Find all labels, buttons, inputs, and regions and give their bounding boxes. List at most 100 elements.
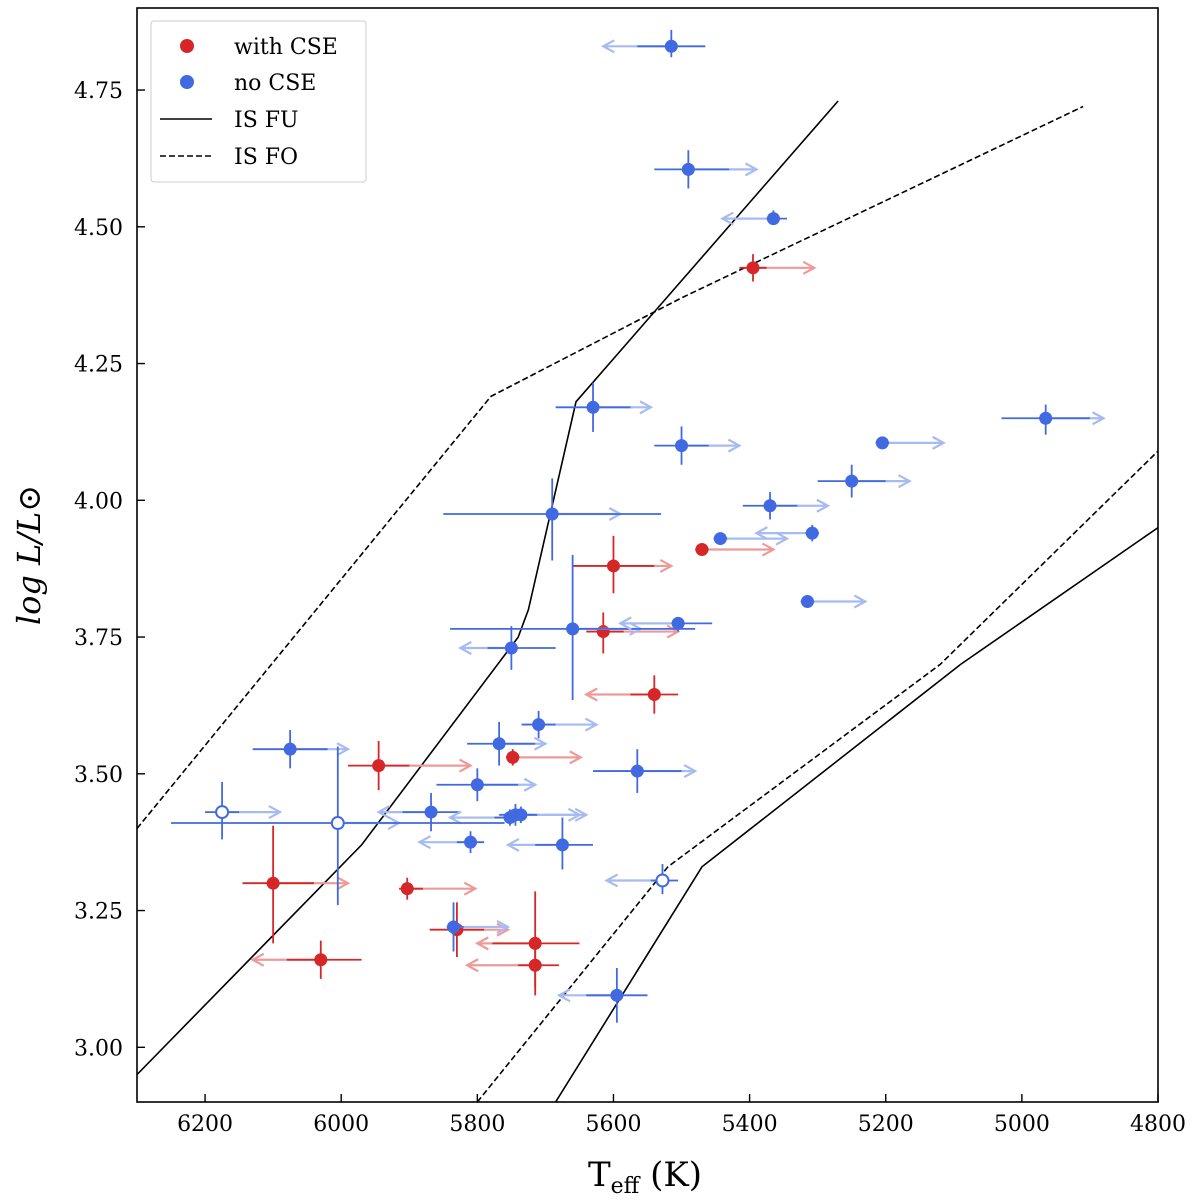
marker-filled	[681, 162, 695, 176]
with_cse-point-2	[572, 535, 674, 594]
arrow-head	[463, 881, 478, 896]
legend-entry-1: no CSE	[180, 71, 316, 96]
x-axis-title-main: T	[588, 1155, 611, 1195]
arrow-head	[574, 807, 589, 822]
legend: with CSE no CSE IS FU IS FO	[150, 20, 367, 183]
is-line-dashed-2	[137, 105, 1084, 830]
arrow-head	[584, 717, 599, 732]
marker-filled	[664, 39, 678, 53]
x-axis-title: Teff (K)	[588, 1155, 702, 1199]
arrow-head	[1092, 411, 1106, 426]
with_cse-point-8	[399, 877, 478, 900]
is-line-solid-1	[554, 526, 1158, 1102]
arrow-head	[816, 498, 831, 513]
no_cse-point-6	[1001, 404, 1106, 435]
no_cse-point-19	[593, 749, 698, 793]
no_cse-point-21	[376, 792, 461, 832]
marker-filled	[675, 439, 689, 453]
legend-marker	[180, 39, 194, 53]
marker-filled	[647, 687, 661, 701]
no_cse-point-2	[720, 210, 788, 226]
arrow-head	[853, 594, 868, 609]
no_cse-point-15	[458, 626, 556, 670]
legend-label: with CSE	[234, 35, 338, 60]
marker-filled	[532, 718, 546, 732]
marker-filled	[875, 436, 889, 450]
instability-strip-lines	[137, 100, 1158, 1102]
no_cse-point-11	[754, 524, 820, 542]
no_cse-point-27	[446, 902, 511, 952]
with_cse-point-3	[586, 612, 681, 654]
marker-filled	[506, 750, 520, 764]
data-points	[171, 29, 1106, 1023]
legend-entry-3: IS FO	[160, 145, 298, 170]
marker-open	[330, 816, 345, 831]
no_cse-point-4	[654, 426, 742, 465]
no_cse-point-25	[417, 831, 485, 854]
arrow-head	[720, 211, 734, 226]
marker-filled	[566, 622, 580, 636]
with_cse-point-0	[739, 254, 817, 282]
arrow-head	[761, 542, 776, 557]
x-tick-label-5400: 5400	[722, 1112, 778, 1137]
no_cse-point-9	[443, 478, 662, 561]
marker-filled	[586, 400, 600, 414]
x-tick-label-5200: 5200	[858, 1112, 914, 1137]
x-axis: 6200 6000 5800 5600 5400 5200 5000 4800	[177, 1094, 1186, 1137]
with_cse-point-11	[250, 940, 362, 979]
no_cse-point-5	[875, 435, 946, 450]
marker-filled	[266, 876, 280, 890]
arrow-head	[583, 687, 598, 702]
arrow-head	[556, 988, 571, 1003]
no_cse-point-12	[800, 594, 868, 609]
marker-open	[655, 873, 670, 888]
arrow-head	[604, 873, 619, 888]
no_cse-point-29	[205, 782, 283, 840]
no_cse-point-1	[654, 150, 759, 189]
arrow-head	[336, 742, 351, 757]
marker-filled	[610, 988, 624, 1002]
arrow-head	[496, 922, 511, 937]
x-tick-label-6000: 6000	[313, 1112, 369, 1137]
arrow-head	[727, 438, 742, 453]
with_cse-point-9	[429, 902, 511, 958]
marker-filled	[746, 261, 760, 275]
marker-filled	[805, 526, 819, 540]
x-axis-title-unit: (K)	[639, 1155, 702, 1195]
marker-filled	[545, 507, 559, 521]
legend-marker	[180, 75, 194, 89]
marker-filled	[492, 737, 506, 751]
arrow-head	[639, 400, 654, 415]
no_cse-point-8	[742, 492, 831, 520]
marker-open	[215, 805, 230, 820]
no_cse-point-7	[817, 464, 912, 498]
arrow-head	[898, 474, 912, 489]
no_cse-point-31	[604, 864, 679, 895]
no_cse-point-0	[600, 29, 706, 58]
no_cse-point-18	[467, 721, 548, 766]
is-line-solid-0	[137, 100, 839, 1076]
arrow-head	[475, 936, 489, 951]
marker-filled	[800, 594, 814, 608]
legend-label: IS FO	[234, 145, 298, 170]
with_cse-point-1	[695, 542, 776, 557]
is-line-dashed-3	[476, 450, 1158, 1102]
marker-filled	[400, 882, 414, 896]
arrow-head	[464, 958, 479, 973]
with_cse-point-5	[348, 740, 473, 791]
arrow-head	[417, 835, 432, 850]
arrow-head	[659, 558, 674, 573]
arrow-head	[533, 736, 548, 751]
y-tick-label-3.50: 3.50	[74, 763, 123, 788]
no_cse-point-30	[171, 746, 505, 906]
marker-filled	[630, 764, 644, 778]
x-tick-label-5600: 5600	[585, 1112, 641, 1137]
arrow-head	[744, 162, 759, 177]
marker-filled	[528, 958, 542, 972]
arrow-head	[775, 531, 790, 546]
no_cse-point-10	[713, 531, 790, 546]
y-tick-label-3.25: 3.25	[74, 900, 123, 925]
no_cse-point-28	[556, 967, 648, 1023]
x-tick-label-4800: 4800	[1130, 1112, 1186, 1137]
legend-entry-2: IS FU	[160, 108, 299, 133]
